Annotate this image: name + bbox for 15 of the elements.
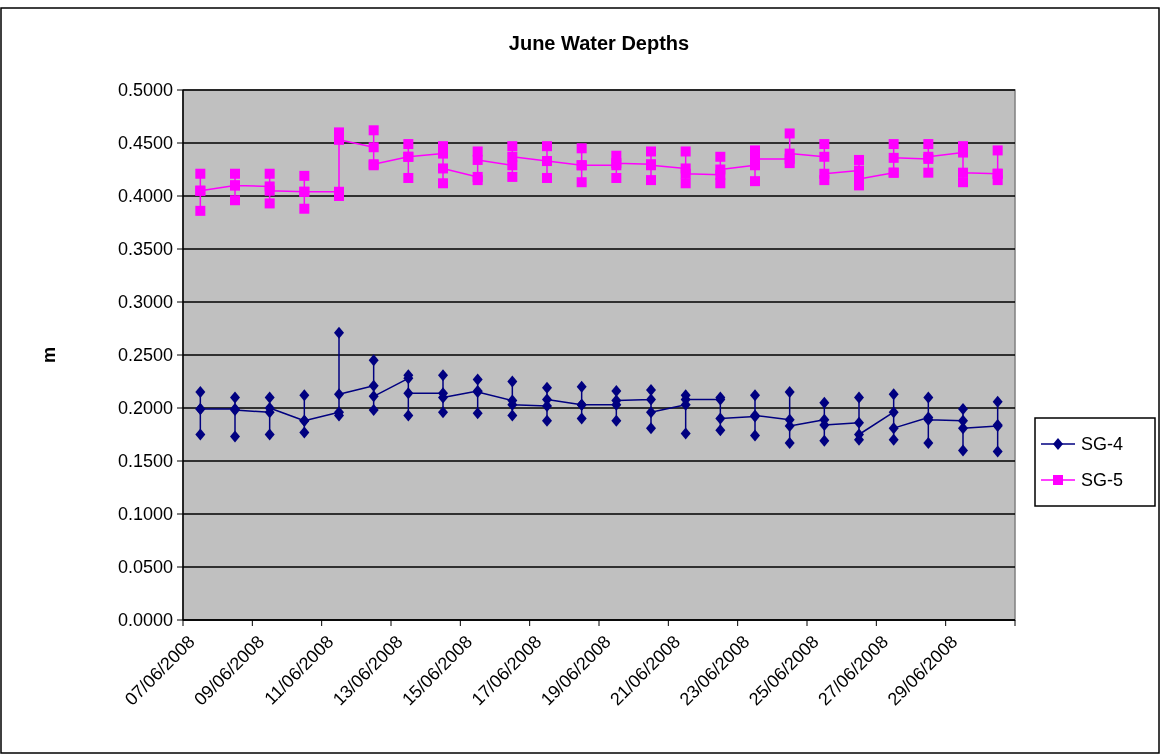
y-tick-label: 0.3000	[117, 292, 173, 313]
y-tick-label: 0.0500	[117, 557, 173, 578]
legend-label: SG-4	[1081, 434, 1124, 455]
y-tick-label: 0.3500	[117, 239, 173, 260]
y-tick-label: 0.1500	[117, 451, 173, 472]
y-tick-label: 0.0000	[117, 610, 173, 631]
chart-title: June Water Depths	[508, 32, 690, 54]
y-tick-label: 0.2000	[117, 398, 173, 419]
y-tick-label: 0.4000	[117, 186, 173, 207]
legend-label: SG-5	[1081, 470, 1124, 491]
y-tick-label: 0.1000	[117, 504, 173, 525]
y-tick-label: 0.5000	[117, 80, 173, 101]
y-axis-title: m	[39, 346, 59, 364]
y-tick-label: 0.2500	[117, 345, 173, 366]
y-tick-label: 0.4500	[117, 133, 173, 154]
